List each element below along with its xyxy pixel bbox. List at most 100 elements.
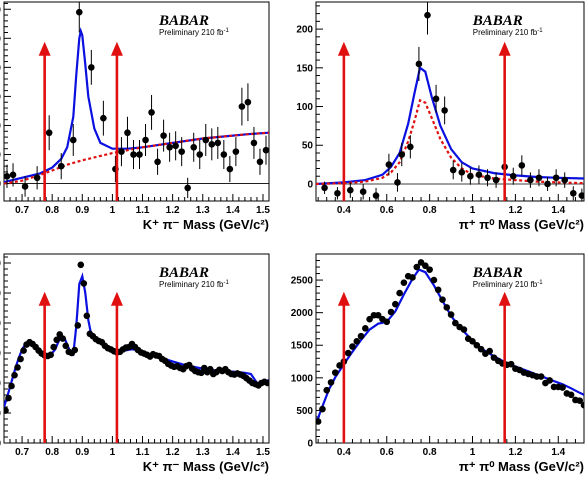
luminosity-exponent: -1 — [224, 28, 230, 34]
x-tick-label: 1.4 — [226, 447, 240, 458]
x-tick-label: 1.4 — [226, 205, 240, 216]
arrow-head — [38, 41, 51, 56]
data-point — [374, 311, 382, 319]
data-point — [546, 377, 553, 384]
luminosity-exponent: -1 — [537, 28, 543, 34]
data-point — [362, 324, 369, 332]
data-point — [415, 60, 423, 68]
data-point — [432, 95, 440, 103]
data-point — [21, 183, 29, 190]
x-tick-label: 1.4 — [551, 447, 565, 458]
x-tick-label: 1 — [470, 447, 476, 458]
x-tick-label: 1.2 — [508, 205, 522, 216]
data-point — [69, 136, 77, 144]
data-point — [57, 162, 65, 170]
data-point — [59, 335, 67, 342]
y-tick-label: 1500 — [0, 349, 1, 360]
data-point — [396, 289, 403, 297]
data-point — [220, 151, 228, 158]
data-point — [172, 142, 179, 150]
data-point — [208, 141, 216, 148]
x-tick-label: 0.7 — [15, 447, 29, 458]
x-axis-title: π⁺ π⁰ Mass (GeV/c²) — [459, 459, 584, 474]
data-point — [178, 148, 185, 155]
data-point — [559, 384, 566, 391]
data-point — [327, 379, 335, 386]
data-point — [357, 332, 365, 340]
x-tick-label: 0.7 — [15, 205, 29, 216]
plot-content — [4, 261, 269, 414]
data-point — [535, 174, 543, 182]
x-tick-label: 0.6 — [380, 447, 394, 458]
arrow-head — [498, 41, 511, 56]
x-tick-label: 1.4 — [551, 205, 565, 216]
y-tick-label: 3000 — [0, 259, 1, 270]
data-point — [394, 179, 401, 186]
data-point — [47, 351, 54, 359]
data-point — [11, 371, 18, 379]
data-point — [88, 64, 95, 71]
data-point — [5, 394, 12, 402]
data-point — [53, 336, 60, 344]
data-point — [434, 286, 442, 294]
data-point — [50, 343, 57, 351]
preliminary-label: Preliminary 210 fb-1 — [159, 28, 229, 37]
data-point — [366, 315, 373, 323]
total-fit-curve — [316, 65, 584, 186]
data-point — [214, 139, 222, 147]
x-tick-label: 1 — [110, 205, 116, 216]
panel-kpi-mass-top: 0.7 0.8 0.9 1 1.1 1.2 1.3 1.4 1.5 0 20 40 60 80 100 120… — [0, 1, 270, 232]
y-tick-label: 60 — [0, 92, 1, 103]
data-point — [452, 319, 459, 327]
data-point — [160, 132, 167, 139]
data-point — [264, 379, 269, 387]
x-tick-label: 0.4 — [337, 447, 351, 458]
data-point — [184, 184, 191, 192]
data-point — [460, 326, 468, 333]
y-tick-label: 0 — [307, 439, 313, 450]
data-point — [334, 189, 341, 197]
y-tick-label: 2500 — [0, 289, 1, 300]
x-axis-title: π⁺ π⁰ Mass (GeV/c²) — [459, 217, 584, 232]
y-tick-label: 0 — [307, 179, 313, 190]
arrow-head — [337, 291, 350, 306]
plot-content — [4, 2, 269, 199]
data-point — [467, 172, 474, 180]
data-point — [492, 176, 500, 184]
data-point — [372, 192, 380, 199]
data-point — [238, 103, 246, 110]
arrow-head — [110, 41, 123, 56]
total-fit-curve — [4, 26, 269, 184]
y-tick-label: 2000 — [291, 308, 314, 319]
data-point — [244, 98, 252, 106]
luminosity-exponent: -1 — [224, 280, 230, 286]
data-point — [387, 308, 395, 316]
data-point — [439, 296, 446, 303]
x-tick-label: 1.5 — [256, 447, 270, 458]
data-point — [4, 173, 11, 180]
x-tick-label: 1.1 — [136, 205, 150, 216]
data-point — [385, 161, 393, 168]
background-fit-curve — [4, 131, 269, 185]
data-point — [561, 176, 569, 184]
data-point — [75, 8, 83, 16]
arrow-head — [498, 291, 511, 306]
plot-frame — [315, 253, 585, 444]
x-axis-title: K⁺ π⁻ Mass (GeV/c²) — [143, 217, 269, 232]
y-tick-label: 0 — [0, 179, 1, 190]
experiment-label: BABAR — [472, 265, 523, 281]
data-point — [509, 172, 517, 180]
data-point — [118, 148, 125, 155]
plot-content — [316, 259, 584, 425]
x-tick-label: 0.8 — [423, 205, 437, 216]
y-tick-label: 500 — [296, 406, 313, 417]
data-point — [578, 192, 584, 199]
data-point — [232, 148, 240, 155]
data-point — [319, 405, 326, 413]
data-point — [424, 11, 431, 19]
y-tick-label: 150 — [296, 63, 313, 74]
data-point — [130, 151, 137, 158]
data-point — [136, 151, 143, 158]
data-point — [426, 266, 433, 273]
data-point — [316, 418, 322, 425]
